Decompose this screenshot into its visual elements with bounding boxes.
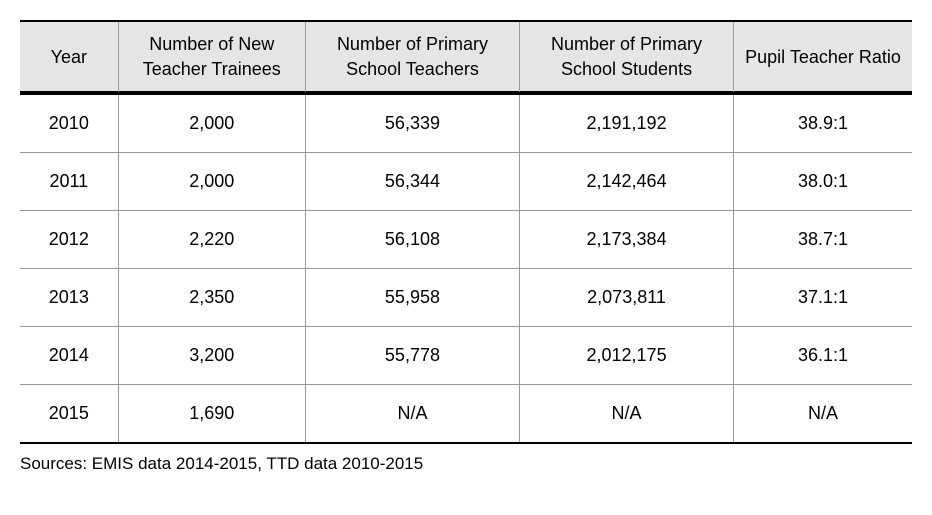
- cell-teachers: 56,108: [305, 211, 519, 269]
- cell-year: 2011: [20, 153, 118, 211]
- cell-ratio: N/A: [734, 385, 912, 444]
- cell-year: 2015: [20, 385, 118, 444]
- cell-year: 2014: [20, 327, 118, 385]
- col-header-students: Number of Primary School Students: [520, 21, 734, 93]
- cell-trainees: 2,350: [118, 269, 305, 327]
- table-row: 2011 2,000 56,344 2,142,464 38.0:1: [20, 153, 912, 211]
- table-header: Year Number of New Teacher Trainees Numb…: [20, 21, 912, 94]
- col-header-teachers: Number of Primary School Teachers: [305, 21, 519, 93]
- cell-ratio: 38.9:1: [734, 94, 912, 153]
- cell-students: 2,173,384: [520, 211, 734, 269]
- table-row: 2010 2,000 56,339 2,191,192 38.9:1: [20, 94, 912, 153]
- cell-year: 2010: [20, 94, 118, 153]
- education-data-table: Year Number of New Teacher Trainees Numb…: [20, 20, 912, 444]
- cell-teachers: 56,339: [305, 94, 519, 153]
- col-header-ratio: Pupil Teacher Ratio: [734, 21, 912, 93]
- cell-teachers: 56,344: [305, 153, 519, 211]
- cell-teachers: 55,958: [305, 269, 519, 327]
- cell-trainees: 2,220: [118, 211, 305, 269]
- cell-trainees: 2,000: [118, 94, 305, 153]
- table-row: 2013 2,350 55,958 2,073,811 37.1:1: [20, 269, 912, 327]
- cell-students: 2,142,464: [520, 153, 734, 211]
- table-body: 2010 2,000 56,339 2,191,192 38.9:1 2011 …: [20, 94, 912, 443]
- cell-ratio: 38.0:1: [734, 153, 912, 211]
- cell-teachers: N/A: [305, 385, 519, 444]
- cell-students: 2,012,175: [520, 327, 734, 385]
- cell-students: N/A: [520, 385, 734, 444]
- cell-students: 2,191,192: [520, 94, 734, 153]
- cell-year: 2012: [20, 211, 118, 269]
- cell-teachers: 55,778: [305, 327, 519, 385]
- cell-year: 2013: [20, 269, 118, 327]
- table-row: 2015 1,690 N/A N/A N/A: [20, 385, 912, 444]
- cell-ratio: 36.1:1: [734, 327, 912, 385]
- sources-text: Sources: EMIS data 2014-2015, TTD data 2…: [20, 454, 912, 474]
- cell-trainees: 3,200: [118, 327, 305, 385]
- col-header-year: Year: [20, 21, 118, 93]
- table-row: 2014 3,200 55,778 2,012,175 36.1:1: [20, 327, 912, 385]
- cell-trainees: 2,000: [118, 153, 305, 211]
- table-row: 2012 2,220 56,108 2,173,384 38.7:1: [20, 211, 912, 269]
- cell-ratio: 38.7:1: [734, 211, 912, 269]
- cell-students: 2,073,811: [520, 269, 734, 327]
- cell-ratio: 37.1:1: [734, 269, 912, 327]
- col-header-trainees: Number of New Teacher Trainees: [118, 21, 305, 93]
- cell-trainees: 1,690: [118, 385, 305, 444]
